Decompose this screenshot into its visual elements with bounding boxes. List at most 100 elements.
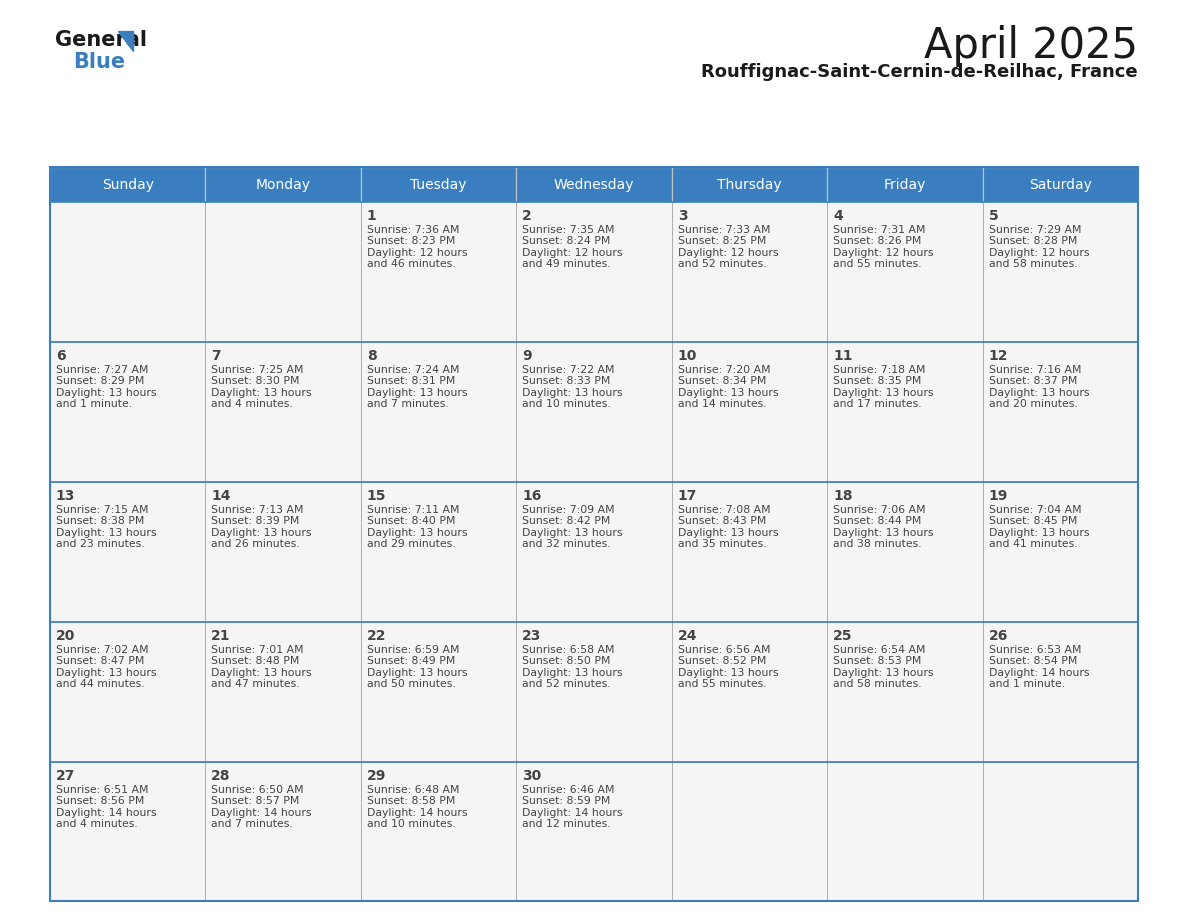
Bar: [517, 202, 671, 341]
Text: Daylight: 13 hours: Daylight: 13 hours: [677, 667, 778, 677]
Bar: [671, 341, 827, 482]
Text: and 20 minutes.: and 20 minutes.: [988, 399, 1078, 409]
Text: Sunrise: 6:56 AM: Sunrise: 6:56 AM: [677, 644, 770, 655]
Bar: [50, 341, 206, 482]
Text: Sunrise: 6:48 AM: Sunrise: 6:48 AM: [367, 785, 460, 795]
Text: Sunset: 8:29 PM: Sunset: 8:29 PM: [56, 376, 144, 386]
Text: Sunrise: 7:31 AM: Sunrise: 7:31 AM: [833, 225, 925, 235]
Bar: [517, 762, 671, 901]
Text: and 7 minutes.: and 7 minutes.: [211, 819, 293, 829]
Text: 23: 23: [523, 629, 542, 643]
Text: Sunset: 8:53 PM: Sunset: 8:53 PM: [833, 656, 922, 666]
Text: Sunrise: 7:04 AM: Sunrise: 7:04 AM: [988, 505, 1081, 515]
Text: Sunset: 8:24 PM: Sunset: 8:24 PM: [523, 237, 611, 246]
Text: Daylight: 14 hours: Daylight: 14 hours: [367, 808, 467, 818]
Bar: [827, 341, 982, 482]
Text: Sunrise: 7:08 AM: Sunrise: 7:08 AM: [677, 505, 770, 515]
Bar: [827, 762, 982, 901]
Text: Sunset: 8:34 PM: Sunset: 8:34 PM: [677, 376, 766, 386]
Text: Sunset: 8:31 PM: Sunset: 8:31 PM: [367, 376, 455, 386]
Text: Daylight: 13 hours: Daylight: 13 hours: [988, 528, 1089, 538]
Text: Friday: Friday: [884, 177, 927, 192]
Text: 12: 12: [988, 349, 1009, 363]
Text: and 50 minutes.: and 50 minutes.: [367, 679, 455, 689]
Text: Sunset: 8:45 PM: Sunset: 8:45 PM: [988, 516, 1078, 526]
Text: Sunset: 8:28 PM: Sunset: 8:28 PM: [988, 237, 1078, 246]
Bar: [671, 482, 827, 621]
Polygon shape: [118, 31, 133, 50]
Text: Sunrise: 7:09 AM: Sunrise: 7:09 AM: [523, 505, 615, 515]
Text: and 52 minutes.: and 52 minutes.: [523, 679, 611, 689]
Text: Daylight: 13 hours: Daylight: 13 hours: [523, 528, 623, 538]
Text: Sunset: 8:43 PM: Sunset: 8:43 PM: [677, 516, 766, 526]
Text: and 47 minutes.: and 47 minutes.: [211, 679, 301, 689]
Text: Sunrise: 6:59 AM: Sunrise: 6:59 AM: [367, 644, 460, 655]
Text: Rouffignac-Saint-Cernin-de-Reilhac, France: Rouffignac-Saint-Cernin-de-Reilhac, Fran…: [701, 62, 1138, 81]
Text: and 55 minutes.: and 55 minutes.: [833, 260, 922, 270]
Bar: [206, 202, 361, 341]
Text: Daylight: 13 hours: Daylight: 13 hours: [523, 388, 623, 397]
Bar: [206, 621, 361, 762]
Text: 9: 9: [523, 349, 532, 363]
Text: 11: 11: [833, 349, 853, 363]
Text: 29: 29: [367, 768, 386, 782]
Text: and 49 minutes.: and 49 minutes.: [523, 260, 611, 270]
Text: Sunrise: 6:54 AM: Sunrise: 6:54 AM: [833, 644, 925, 655]
Text: Sunrise: 7:35 AM: Sunrise: 7:35 AM: [523, 225, 614, 235]
Text: and 32 minutes.: and 32 minutes.: [523, 539, 611, 549]
Text: and 7 minutes.: and 7 minutes.: [367, 399, 449, 409]
Text: Daylight: 13 hours: Daylight: 13 hours: [833, 388, 934, 397]
Text: Sunset: 8:26 PM: Sunset: 8:26 PM: [833, 237, 922, 246]
Text: Sunset: 8:54 PM: Sunset: 8:54 PM: [988, 656, 1078, 666]
Text: Sunset: 8:38 PM: Sunset: 8:38 PM: [56, 516, 144, 526]
Text: and 17 minutes.: and 17 minutes.: [833, 399, 922, 409]
Text: Saturday: Saturday: [1029, 177, 1092, 192]
Text: Daylight: 13 hours: Daylight: 13 hours: [677, 528, 778, 538]
Text: Sunset: 8:56 PM: Sunset: 8:56 PM: [56, 796, 144, 806]
Text: 4: 4: [833, 209, 843, 223]
Text: Daylight: 14 hours: Daylight: 14 hours: [211, 808, 312, 818]
Text: April 2025: April 2025: [924, 25, 1138, 67]
Bar: [982, 202, 1138, 341]
Bar: [50, 202, 206, 341]
Text: Sunset: 8:59 PM: Sunset: 8:59 PM: [523, 796, 611, 806]
Text: 13: 13: [56, 488, 75, 503]
Text: 30: 30: [523, 768, 542, 782]
Text: Daylight: 13 hours: Daylight: 13 hours: [367, 528, 467, 538]
Text: Daylight: 12 hours: Daylight: 12 hours: [523, 248, 623, 258]
Text: and 1 minute.: and 1 minute.: [988, 679, 1064, 689]
Bar: [827, 167, 982, 202]
Bar: [361, 762, 517, 901]
Text: Sunrise: 7:18 AM: Sunrise: 7:18 AM: [833, 364, 925, 375]
Text: and 44 minutes.: and 44 minutes.: [56, 679, 145, 689]
Text: General: General: [55, 29, 147, 50]
Text: 26: 26: [988, 629, 1009, 643]
Text: 22: 22: [367, 629, 386, 643]
Text: Sunrise: 6:53 AM: Sunrise: 6:53 AM: [988, 644, 1081, 655]
Text: Sunset: 8:48 PM: Sunset: 8:48 PM: [211, 656, 299, 666]
Text: and 23 minutes.: and 23 minutes.: [56, 539, 145, 549]
Text: Daylight: 13 hours: Daylight: 13 hours: [211, 388, 312, 397]
Text: Daylight: 14 hours: Daylight: 14 hours: [56, 808, 157, 818]
Text: Daylight: 13 hours: Daylight: 13 hours: [988, 388, 1089, 397]
Text: Sunset: 8:30 PM: Sunset: 8:30 PM: [211, 376, 299, 386]
Text: and 12 minutes.: and 12 minutes.: [523, 819, 611, 829]
Text: Daylight: 12 hours: Daylight: 12 hours: [677, 248, 778, 258]
Text: Sunset: 8:52 PM: Sunset: 8:52 PM: [677, 656, 766, 666]
Text: and 14 minutes.: and 14 minutes.: [677, 399, 766, 409]
Text: and 4 minutes.: and 4 minutes.: [56, 819, 138, 829]
Bar: [671, 762, 827, 901]
Text: Sunrise: 7:11 AM: Sunrise: 7:11 AM: [367, 505, 460, 515]
Text: Monday: Monday: [255, 177, 310, 192]
Text: and 52 minutes.: and 52 minutes.: [677, 260, 766, 270]
Text: Sunset: 8:39 PM: Sunset: 8:39 PM: [211, 516, 299, 526]
Bar: [982, 621, 1138, 762]
Text: Sunrise: 7:06 AM: Sunrise: 7:06 AM: [833, 505, 925, 515]
Bar: [827, 482, 982, 621]
Text: Daylight: 14 hours: Daylight: 14 hours: [523, 808, 623, 818]
Bar: [361, 167, 517, 202]
Text: Sunset: 8:50 PM: Sunset: 8:50 PM: [523, 656, 611, 666]
Text: Sunrise: 7:01 AM: Sunrise: 7:01 AM: [211, 644, 304, 655]
Text: Tuesday: Tuesday: [410, 177, 467, 192]
Text: and 58 minutes.: and 58 minutes.: [833, 679, 922, 689]
